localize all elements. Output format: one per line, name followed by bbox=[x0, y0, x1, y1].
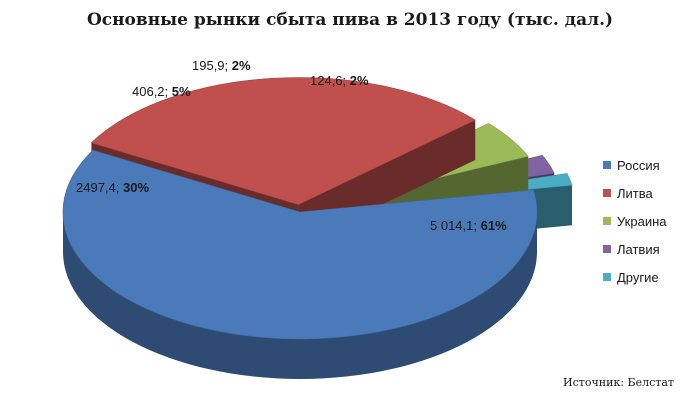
legend-swatch-other bbox=[603, 273, 611, 281]
data-label-lithuania-percent: 30% bbox=[123, 180, 149, 195]
legend-item-other: Другие bbox=[603, 263, 667, 291]
chart-title: Основные рынки сбыта пива в 2013 году (т… bbox=[86, 10, 614, 30]
data-label-russia-percent: 61% bbox=[481, 218, 507, 233]
legend-swatch-russia bbox=[603, 161, 611, 169]
source-note: Источник: Белстат bbox=[563, 376, 674, 389]
legend-item-lithuania: Литва bbox=[603, 179, 667, 207]
legend-item-russia: Россия bbox=[603, 151, 667, 179]
data-label-lithuania-value: 2497,4; bbox=[76, 180, 123, 195]
data-label-russia-value: 5 014,1; bbox=[430, 218, 481, 233]
data-label-latvia: 195,9; 2% bbox=[192, 58, 251, 73]
data-label-lithuania: 2497,4; 30% bbox=[76, 180, 149, 195]
legend-label-russia: Россия bbox=[617, 157, 660, 173]
legend-label-lithuania: Литва bbox=[617, 185, 653, 201]
data-label-ukraine-value: 406,2; bbox=[132, 84, 172, 99]
legend-item-latvia: Латвия bbox=[603, 235, 667, 263]
slice-russia bbox=[62, 149, 538, 379]
legend-swatch-lithuania bbox=[603, 189, 611, 197]
data-label-russia: 5 014,1; 61% bbox=[430, 218, 507, 233]
data-label-ukraine-percent: 5% bbox=[172, 84, 191, 99]
slice-russia-top bbox=[62, 149, 538, 340]
legend-swatch-latvia bbox=[603, 245, 611, 253]
slice-russia-rim bbox=[63, 212, 537, 379]
data-label-other-percent: 2% bbox=[350, 73, 369, 88]
slice-lithuania-top bbox=[90, 77, 476, 205]
data-label-other-value: 124,6; bbox=[310, 73, 350, 88]
legend-label-latvia: Латвия bbox=[617, 241, 660, 257]
legend-swatch-ukraine bbox=[603, 217, 611, 225]
data-label-latvia-value: 195,9; bbox=[192, 58, 232, 73]
legend-label-ukraine: Украина bbox=[617, 213, 667, 229]
legend: Россия Литва Украина Латвия Другие bbox=[603, 151, 667, 291]
legend-label-other: Другие bbox=[617, 269, 659, 285]
data-label-other: 124,6; 2% bbox=[310, 73, 369, 88]
legend-item-ukraine: Украина bbox=[603, 207, 667, 235]
data-label-ukraine: 406,2; 5% bbox=[132, 84, 191, 99]
data-label-latvia-percent: 2% bbox=[232, 58, 251, 73]
